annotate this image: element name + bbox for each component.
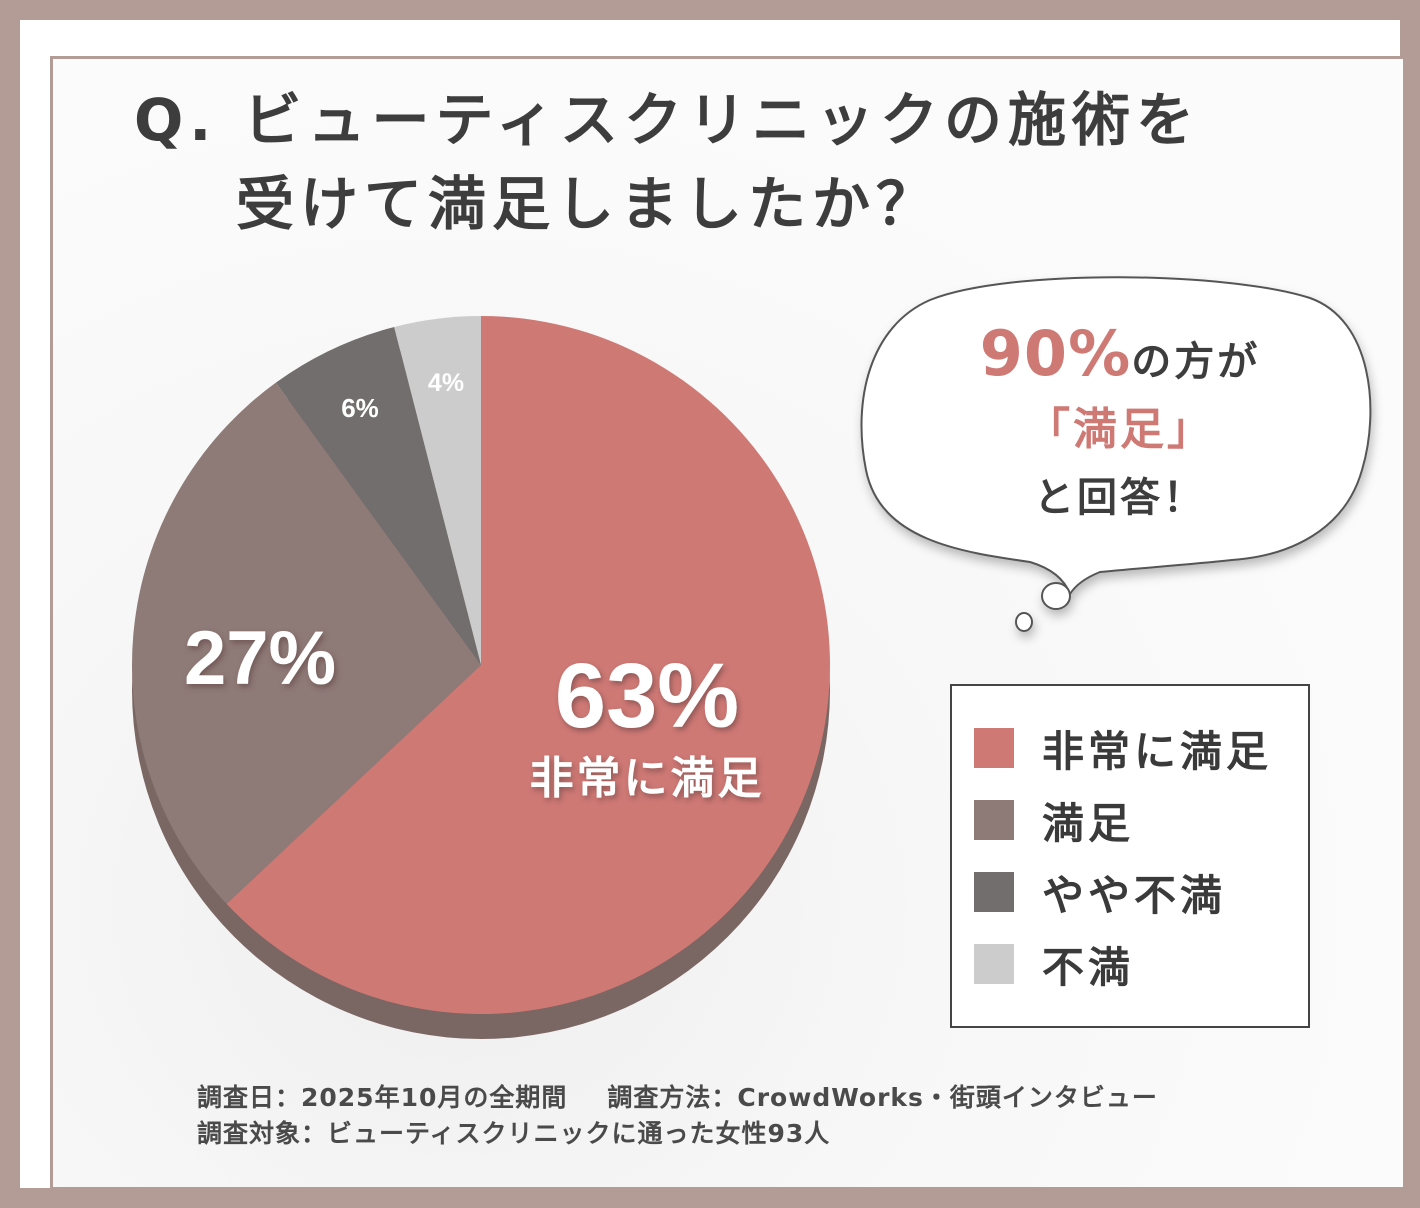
pie-label-4: 4%	[428, 369, 464, 397]
legend-swatch	[974, 800, 1014, 840]
legend-item-somewhat-dissatisfied: やや不満	[974, 870, 1226, 920]
legend-item-dissatisfied: 不満	[974, 942, 1134, 992]
bubble-dot-small	[1015, 612, 1033, 632]
survey-footer: 調査日：2025年10月の全期間 調査方法：CrowdWorks・街頭インタビュー…	[197, 1080, 1347, 1152]
pie-label-63: 63%	[555, 645, 739, 747]
bubble-dot-large	[1041, 582, 1071, 610]
legend-label: 非常に満足	[1042, 726, 1273, 776]
pie-slice-somewhat-dissatisfied	[275, 326, 481, 665]
pie-slice-dissatisfied	[394, 316, 481, 665]
chart-legend: 非常に満足 満足 やや不満 不満	[950, 684, 1310, 1028]
survey-date: 調査日：2025年10月の全期間	[197, 1083, 568, 1112]
legend-item-very-satisfied: 非常に満足	[974, 726, 1272, 776]
page-title: Q. ビューティスクリニックの施術を 受けて満足しましたか？	[134, 78, 1314, 246]
legend-swatch	[974, 944, 1014, 984]
legend-item-satisfied: 満足	[974, 798, 1134, 848]
pie-slice-satisfied	[131, 382, 481, 904]
legend-label: 満足	[1042, 798, 1135, 848]
title-line-2: 受けて満足しましたか？	[236, 170, 941, 238]
footer-line-1: 調査日：2025年10月の全期間 調査方法：CrowdWorks・街頭インタビュー	[197, 1080, 1347, 1116]
survey-target: 調査対象：ビューティスクリニックに通った女性93人	[197, 1119, 831, 1148]
pie-label-6: 6%	[341, 393, 379, 423]
bubble-line-3: と回答！	[1034, 475, 1206, 521]
survey-method: 調査方法：CrowdWorks・街頭インタビュー	[607, 1083, 1158, 1112]
legend-label: 不満	[1042, 942, 1135, 992]
speech-bubble-shape	[860, 276, 1372, 597]
pie-label-27: 27%	[184, 616, 336, 701]
bubble-line-1-rest: の方が	[1131, 339, 1261, 385]
pie-slices	[131, 316, 830, 1014]
speech-bubble	[860, 276, 1372, 632]
bubble-line-1: 90%の方が	[900, 320, 1340, 396]
bubble-message: 90%の方が 「満足」 と回答！	[900, 320, 1340, 532]
legend-swatch	[974, 728, 1014, 768]
pie-slice-very-satisfied	[226, 316, 830, 1014]
legend-label: やや不満	[1042, 870, 1227, 920]
bubble-line-2: 「満足」	[1026, 404, 1214, 455]
pie-label-63-category: 非常に満足	[530, 753, 765, 804]
legend-swatch	[974, 872, 1014, 912]
title-line-1: Q. ビューティスクリニックの施術を	[134, 86, 1201, 154]
bubble-percent: 90%	[979, 317, 1132, 390]
